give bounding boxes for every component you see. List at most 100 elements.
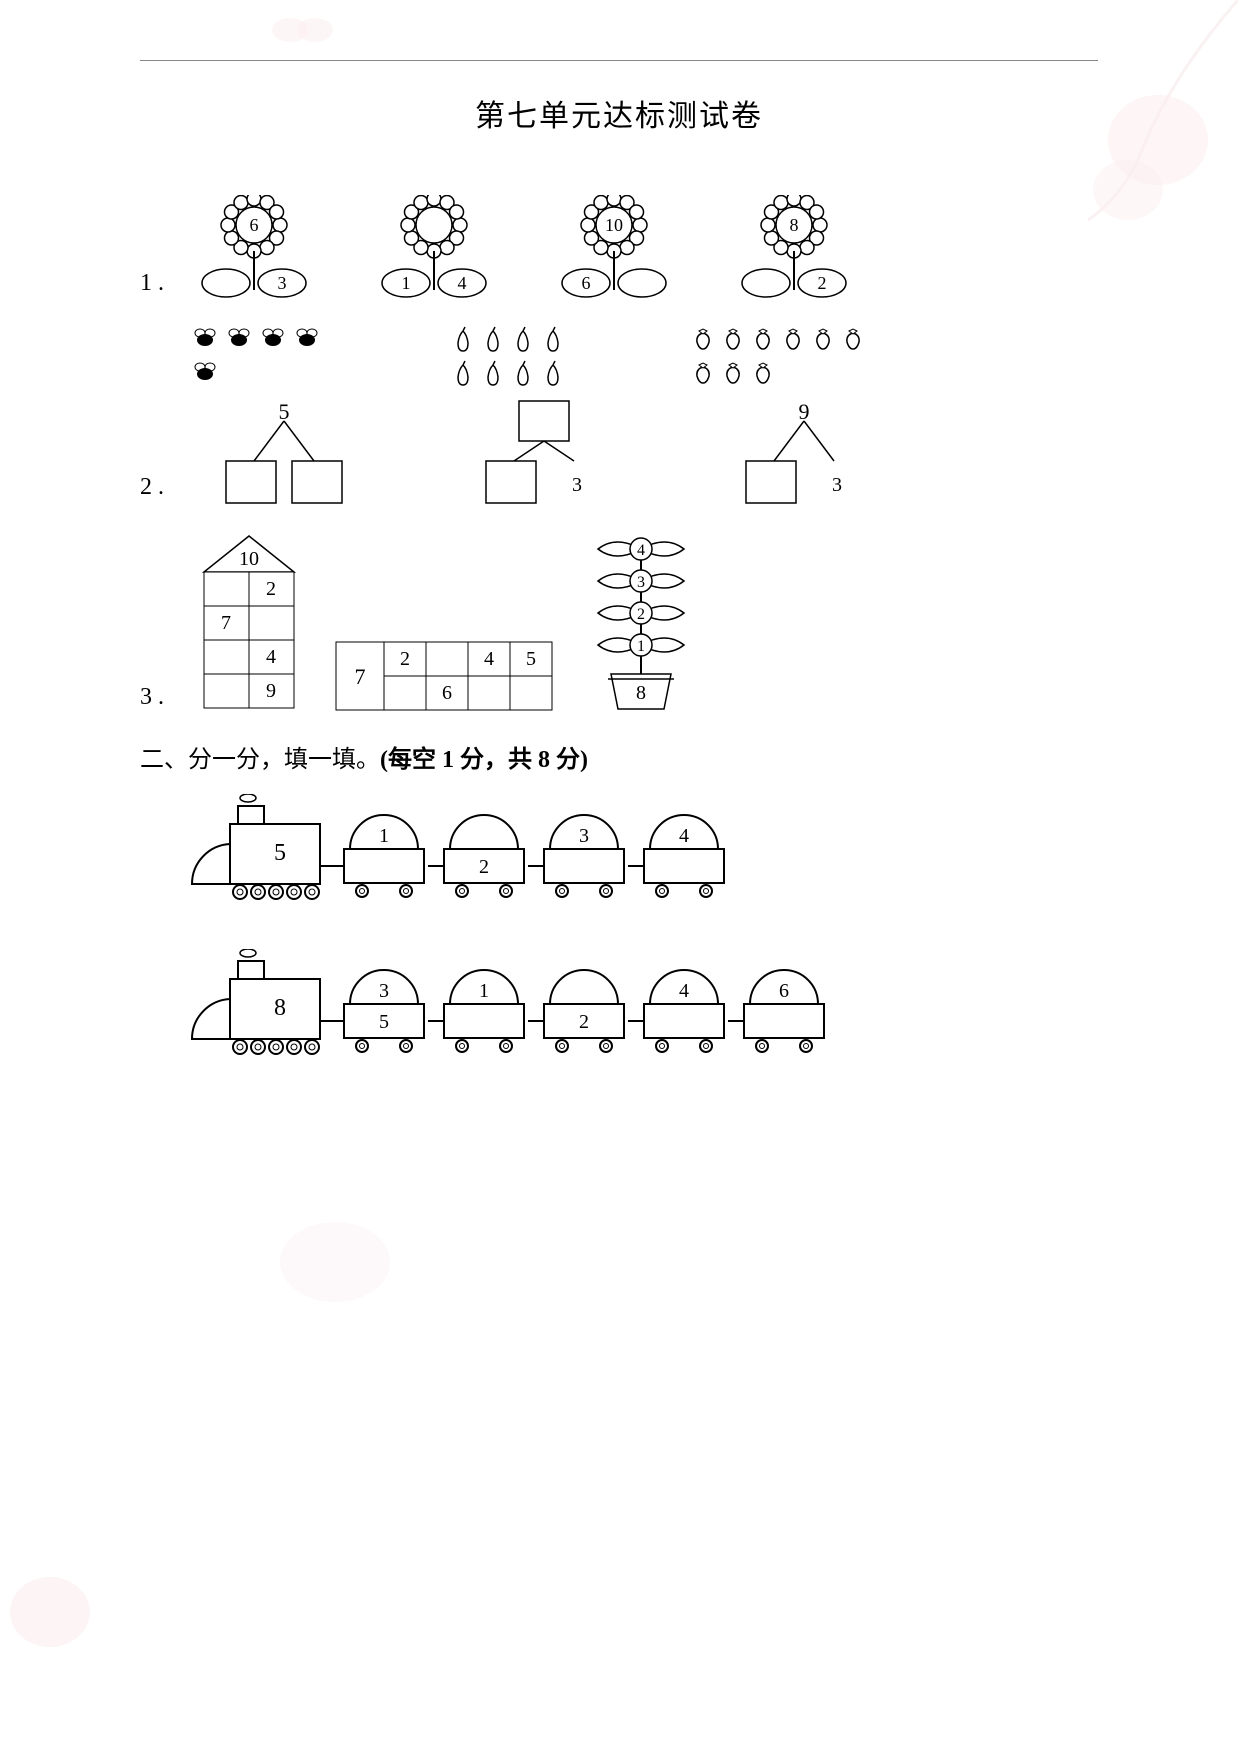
svg-text:3: 3 (379, 980, 389, 1002)
flower-icon: 1 4 (374, 195, 504, 305)
svg-text:9: 9 (266, 680, 276, 702)
strawberry-icon (750, 359, 776, 385)
number-bond: 9 3 (734, 399, 874, 509)
svg-text:2: 2 (818, 273, 827, 293)
number-bond: 5 (214, 399, 354, 509)
house-diagram: 10 2 7 4 9 (194, 532, 304, 719)
svg-text:6: 6 (250, 215, 259, 235)
pear-icon (480, 359, 506, 389)
bee-icon (190, 325, 220, 351)
section2-prefix: 二、分一分，填一填。 (140, 747, 380, 773)
svg-text:7: 7 (355, 664, 366, 689)
strawberry-icon (690, 325, 716, 351)
svg-text:4: 4 (679, 825, 689, 847)
svg-text:2: 2 (479, 856, 489, 878)
svg-text:8: 8 (274, 995, 286, 1021)
svg-text:6: 6 (779, 980, 789, 1002)
strawberry-icon (840, 325, 866, 351)
svg-text:1: 1 (379, 825, 389, 847)
bee-icon (292, 325, 322, 351)
svg-text:6: 6 (442, 682, 452, 704)
svg-text:8: 8 (790, 215, 799, 235)
section2-one: 1 (442, 747, 454, 773)
strawberry-icon (720, 325, 746, 351)
svg-text:4: 4 (637, 542, 645, 559)
svg-text:10: 10 (605, 215, 623, 235)
svg-text:6: 6 (582, 273, 591, 293)
train-svg: 5 1 2 3 4 (180, 794, 750, 904)
train-2: 8 3 5 1 2 4 (180, 949, 1098, 1064)
svg-text:2: 2 (400, 648, 410, 670)
section2-eight: 8 (538, 747, 550, 773)
strawberry-icon (720, 359, 746, 385)
svg-text:3: 3 (579, 825, 589, 847)
icon-group-bees (190, 325, 350, 389)
plant-svg: 4 3 2 1 8 (586, 529, 696, 714)
strawberry-icon (750, 325, 776, 351)
svg-text:3: 3 (278, 273, 287, 293)
horizontal-table: 7 2 6 4 5 (334, 640, 556, 719)
train-svg: 8 3 5 1 2 4 (180, 949, 850, 1059)
svg-text:5: 5 (274, 840, 286, 866)
train-1: 5 1 2 3 4 (180, 794, 1098, 909)
section2-scoring-label: (每空 (380, 747, 442, 773)
flower-icon: 8 2 (734, 195, 864, 305)
svg-text:2: 2 (637, 606, 645, 623)
pear-icon (480, 325, 506, 355)
svg-text:10: 10 (239, 548, 259, 570)
svg-text:3: 3 (832, 474, 842, 496)
icons-row (140, 325, 1098, 389)
pear-icon (450, 359, 476, 389)
svg-text:4: 4 (679, 980, 689, 1002)
deco-butterfly (260, 0, 360, 60)
svg-text:5: 5 (379, 1011, 389, 1033)
svg-text:2: 2 (266, 578, 276, 600)
svg-text:1: 1 (402, 273, 411, 293)
svg-text:8: 8 (636, 682, 646, 704)
number-bond: 3 (474, 399, 614, 509)
pear-icon (510, 359, 536, 389)
pear-icon (540, 359, 566, 389)
house-svg: 10 2 7 4 9 (194, 532, 304, 714)
deco-branch (988, 0, 1238, 300)
q3-row: 3 . 10 2 7 4 9 7 2 6 4 5 4 3 2 1 8 (140, 529, 1098, 719)
page-title: 第七单元达标测试卷 (140, 91, 1098, 135)
section2-mid: 分，共 (454, 747, 538, 773)
q1-number: 1 . (140, 270, 164, 297)
flower-icon: 10 6 (554, 195, 684, 305)
svg-text:1: 1 (637, 638, 645, 655)
svg-text:2: 2 (579, 1011, 589, 1033)
svg-text:4: 4 (266, 646, 276, 668)
q3-number: 3 . (140, 684, 164, 711)
pear-icon (540, 325, 566, 355)
strawberry-icon (690, 359, 716, 385)
svg-text:9: 9 (799, 399, 810, 424)
pear-icon (510, 325, 536, 355)
plant-diagram: 4 3 2 1 8 (586, 529, 696, 719)
icon-group-strawberries (690, 325, 890, 389)
htable-svg: 7 2 6 4 5 (334, 640, 556, 714)
deco-rose (0, 1552, 120, 1672)
q2-number: 2 . (140, 474, 164, 501)
section2-suffix: 分) (550, 747, 588, 773)
bee-icon (258, 325, 288, 351)
svg-text:3: 3 (572, 474, 582, 496)
bee-icon (224, 325, 254, 351)
section2-title: 二、分一分，填一填。(每空 1 分，共 8 分) (140, 739, 1098, 774)
svg-text:5: 5 (526, 648, 536, 670)
pear-icon (450, 325, 476, 355)
strawberry-icon (810, 325, 836, 351)
q1-row: 1 . 6 3 1 4 10 6 8 2 (140, 195, 1098, 305)
deco-petal (260, 1202, 410, 1322)
svg-text:3: 3 (637, 574, 645, 591)
header-rule (140, 60, 1098, 61)
svg-text:4: 4 (458, 273, 467, 293)
svg-text:7: 7 (221, 612, 231, 634)
bee-icon (190, 359, 220, 385)
icon-group-pears (450, 325, 590, 389)
q2-row: 2 . 5 3 9 3 (140, 399, 1098, 509)
svg-text:4: 4 (484, 648, 494, 670)
strawberry-icon (780, 325, 806, 351)
flower-icon: 6 3 (194, 195, 324, 305)
svg-text:5: 5 (279, 399, 290, 424)
